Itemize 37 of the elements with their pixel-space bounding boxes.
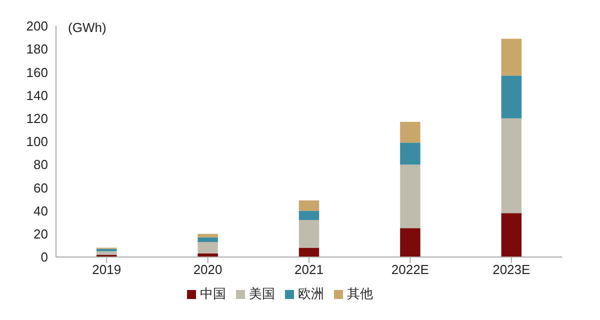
x-tick-label: 2023E [492, 262, 531, 278]
bar [298, 210, 320, 220]
y-tick-label: 40 [34, 203, 48, 218]
bar [400, 122, 420, 143]
bar [198, 242, 218, 254]
bar [96, 251, 117, 255]
bar [298, 220, 320, 248]
y-tick-label: 120 [26, 111, 48, 126]
bar [298, 248, 320, 257]
bar [298, 200, 320, 211]
y-tick-label: 180 [26, 42, 48, 57]
legend-label: 美国 [249, 286, 275, 301]
bar [198, 234, 218, 238]
bar [400, 228, 420, 257]
x-tick-label: 2019 [92, 262, 122, 278]
y-tick-label: 200 [26, 18, 48, 34]
y-tick-label: 140 [26, 88, 48, 103]
bar [400, 142, 420, 165]
legend-label: 中国 [200, 286, 226, 301]
y-axis-title: (GWh) [68, 20, 106, 35]
y-tick-label: 100 [26, 134, 48, 150]
bar [198, 237, 218, 242]
x-tick-label: 2022E [391, 262, 430, 278]
y-tick-label: 20 [34, 226, 48, 242]
x-tick-label: 2021 [294, 262, 324, 278]
legend-label: 欧洲 [298, 286, 324, 301]
y-tick-label: 0 [40, 250, 48, 265]
bar [501, 38, 522, 76]
bar [501, 76, 522, 118]
bar [501, 118, 522, 214]
legend-label: 其他 [347, 286, 373, 301]
y-tick-label: 80 [34, 157, 48, 172]
y-tick-label: 60 [34, 180, 48, 196]
bar [400, 164, 420, 228]
x-tick-label: 2020 [193, 262, 222, 278]
bar [501, 213, 522, 257]
y-tick-label: 160 [26, 64, 48, 80]
